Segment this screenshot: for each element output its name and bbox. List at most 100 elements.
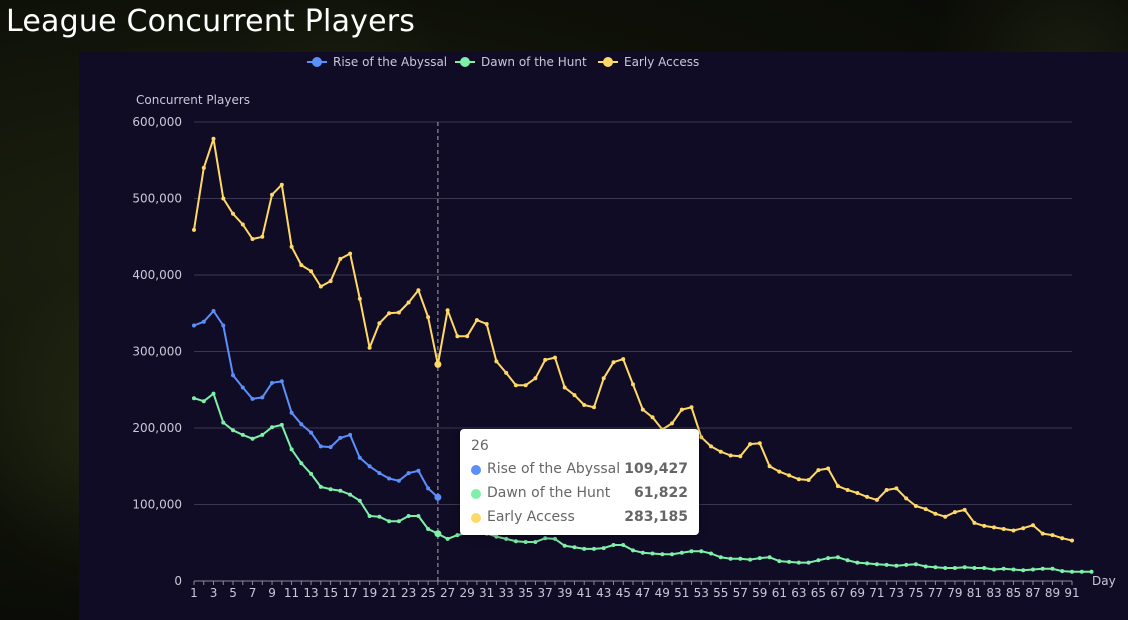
data-point[interactable] [757, 441, 762, 446]
data-point[interactable] [806, 560, 811, 565]
data-point[interactable] [913, 562, 918, 567]
data-point[interactable] [338, 488, 343, 493]
data-point[interactable] [933, 511, 938, 516]
data-point[interactable] [855, 491, 860, 495]
data-point[interactable] [201, 399, 206, 404]
data-point[interactable] [962, 565, 967, 570]
data-point[interactable] [279, 379, 284, 384]
data-point[interactable] [523, 540, 528, 544]
legend-item[interactable]: Rise of the Abyssal [307, 55, 447, 69]
data-point[interactable] [367, 345, 372, 350]
data-point[interactable] [874, 562, 879, 567]
data-point[interactable] [601, 376, 606, 381]
data-point[interactable] [650, 551, 655, 556]
data-point[interactable] [757, 556, 762, 561]
legend-item[interactable]: Early Access [598, 55, 699, 69]
data-point[interactable] [689, 405, 694, 410]
data-point[interactable] [1031, 523, 1035, 528]
data-point[interactable] [562, 385, 567, 390]
data-point[interactable] [426, 315, 431, 320]
data-point[interactable] [796, 477, 801, 482]
data-point[interactable] [845, 558, 850, 563]
data-point[interactable] [679, 550, 684, 555]
data-point[interactable] [777, 469, 782, 474]
data-point[interactable] [445, 308, 450, 313]
data-point[interactable] [621, 357, 626, 362]
data-point[interactable] [904, 562, 909, 567]
data-point[interactable] [718, 449, 723, 454]
data-point[interactable] [289, 244, 294, 249]
data-point[interactable] [494, 534, 499, 539]
data-point[interactable] [533, 540, 538, 544]
data-point[interactable] [718, 555, 723, 560]
data-point[interactable] [357, 455, 362, 460]
data-point[interactable] [1050, 533, 1055, 538]
data-point[interactable] [1040, 566, 1045, 571]
legend-item[interactable]: Dawn of the Hunt [455, 55, 587, 69]
data-point[interactable] [231, 428, 235, 433]
data-point[interactable] [318, 484, 323, 489]
data-point[interactable] [192, 227, 196, 232]
data-point[interactable] [357, 498, 362, 503]
data-point[interactable] [748, 442, 753, 447]
data-point[interactable] [631, 548, 635, 553]
data-point[interactable] [806, 478, 811, 482]
data-point[interactable] [992, 567, 996, 572]
data-point[interactable] [250, 396, 255, 401]
data-point[interactable] [338, 435, 343, 440]
data-point[interactable] [318, 284, 323, 289]
data-point[interactable] [874, 497, 879, 502]
data-point[interactable] [709, 551, 713, 556]
data-point[interactable] [348, 492, 353, 497]
data-point[interactable] [728, 453, 733, 458]
data-point[interactable] [484, 322, 489, 326]
data-point[interactable] [543, 357, 548, 362]
data-point[interactable] [738, 556, 743, 561]
data-point[interactable] [260, 234, 265, 239]
data-point[interactable] [357, 296, 362, 301]
data-point[interactable] [455, 533, 460, 538]
data-point[interactable] [787, 473, 792, 478]
data-point[interactable] [943, 566, 948, 570]
data-point[interactable] [309, 430, 314, 435]
data-point[interactable] [513, 539, 518, 544]
data-point[interactable] [221, 323, 226, 328]
data-point[interactable] [894, 486, 899, 491]
data-point[interactable] [504, 536, 509, 541]
data-point[interactable] [767, 464, 772, 469]
data-point[interactable] [1021, 526, 1026, 531]
data-point[interactable] [474, 318, 479, 323]
data-point[interactable] [231, 373, 235, 378]
data-point[interactable] [348, 251, 353, 256]
data-point[interactable] [835, 484, 840, 489]
data-point[interactable] [640, 550, 645, 555]
data-point[interactable] [816, 468, 821, 473]
data-point[interactable] [416, 468, 421, 473]
data-point[interactable] [504, 370, 509, 375]
data-point[interactable] [377, 321, 382, 326]
data-point[interactable] [923, 564, 928, 569]
data-point[interactable] [1011, 528, 1016, 533]
data-point[interactable] [884, 488, 889, 492]
data-point[interactable] [826, 466, 831, 471]
data-point[interactable] [670, 552, 674, 557]
data-point[interactable] [201, 319, 206, 324]
data-point[interactable] [240, 385, 245, 390]
data-point[interactable] [777, 559, 782, 564]
data-point[interactable] [650, 415, 655, 420]
data-point[interactable] [434, 493, 442, 501]
data-point[interactable] [913, 504, 918, 508]
data-point[interactable] [192, 323, 196, 328]
data-point[interactable] [670, 421, 674, 426]
data-point[interactable] [299, 263, 304, 268]
data-point[interactable] [211, 391, 216, 396]
data-point[interactable] [1050, 566, 1055, 571]
data-point[interactable] [289, 447, 294, 452]
data-point[interactable] [1079, 569, 1084, 574]
data-point[interactable] [289, 410, 294, 415]
data-point[interactable] [572, 393, 577, 398]
data-point[interactable] [328, 445, 333, 450]
data-point[interactable] [982, 523, 987, 528]
data-point[interactable] [631, 382, 635, 387]
data-point[interactable] [328, 279, 333, 284]
